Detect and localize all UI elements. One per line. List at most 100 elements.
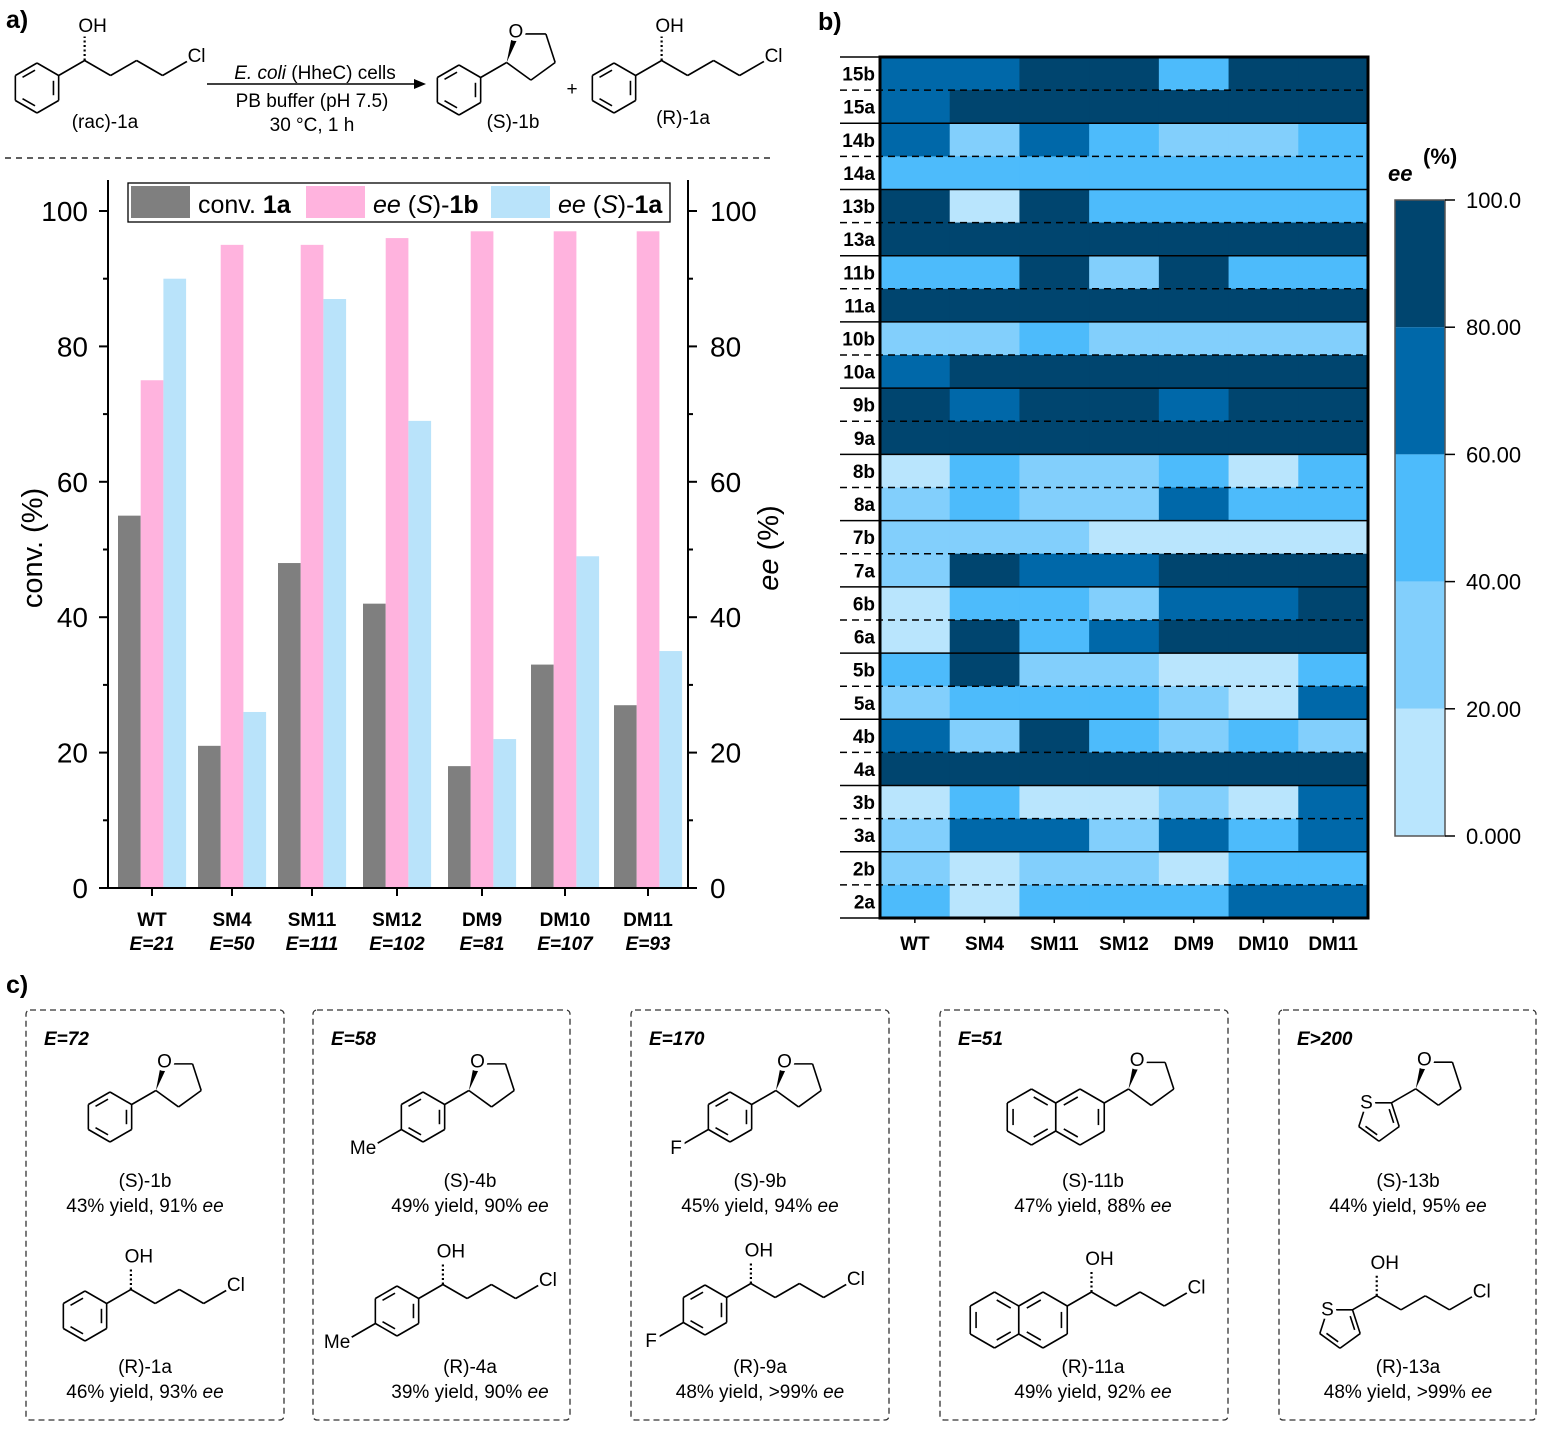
bond <box>1390 1102 1400 1127</box>
heatmap-cell-8b-SM11 <box>1019 454 1090 488</box>
heatmap-cell-11b-SM4 <box>949 255 1020 290</box>
bond <box>396 1322 420 1337</box>
bond <box>1388 1108 1395 1124</box>
arrow-head <box>414 79 426 89</box>
bond <box>1079 1088 1105 1104</box>
substrate-card-3: E=51 O (S)-11b 47% yield, 88% ee OH Cl (R)-11a… <box>939 1009 1229 1421</box>
heatmap-cell-10b-WT <box>880 321 951 356</box>
heatmap-cell-15b-DM11 <box>1298 57 1369 91</box>
heatmap-cell-6a-SM11 <box>1019 619 1090 654</box>
bond <box>1079 1130 1105 1146</box>
colorbar-tick-label: 0.000 <box>1466 824 1521 849</box>
x-tick-label: DM10 <box>540 910 591 931</box>
bond <box>178 1288 205 1305</box>
heatmap-row-label: 7b <box>853 528 875 549</box>
heatmap-cell-2b-DM11 <box>1298 851 1369 886</box>
heatmap-cell-11a-DM9 <box>1158 288 1230 323</box>
panel-c-substrate-scope: E=72 O (S)-1b 43% yield, 91% ee OH Cl (R)-1a 46… <box>25 1009 1537 1421</box>
heatmap-cell-3b-SM12 <box>1089 785 1160 820</box>
bond <box>458 101 482 116</box>
bond <box>1400 1295 1426 1311</box>
bond <box>704 1321 728 1336</box>
heatmap-cell-10b-DM10 <box>1228 321 1299 356</box>
bond <box>996 1299 1012 1309</box>
product-label: (S)-4b <box>444 1171 497 1192</box>
bond <box>690 1319 704 1329</box>
bond <box>1018 1291 1044 1307</box>
bond <box>84 1327 108 1342</box>
heatmap-cell-15a-DM9 <box>1158 90 1230 124</box>
substrate-label: (rac)-1a <box>72 112 139 133</box>
heatmap-row-label: 8b <box>853 462 875 483</box>
heatmap-cell-13a-DM11 <box>1298 222 1369 257</box>
heatmap-cell-8a-DM9 <box>1158 487 1230 522</box>
bond <box>1006 1130 1032 1146</box>
heatmap-row-label: 7a <box>854 561 876 582</box>
x-tick-label: SM11 <box>288 910 337 931</box>
heatmap-cell-6b-DM11 <box>1298 586 1369 621</box>
y-tick-label-left: 0 <box>72 873 88 904</box>
heatmap-cell-13b-DM11 <box>1298 189 1369 224</box>
heatmap-cell-14b-SM12 <box>1089 123 1160 157</box>
bond <box>715 1126 729 1136</box>
x-sublabel-E-value: E=50 <box>210 934 255 955</box>
heatmap-cell-2b-SM11 <box>1019 851 1090 886</box>
bond <box>811 1063 822 1091</box>
bond <box>687 59 714 77</box>
heatmap-cell-7a-DM11 <box>1298 553 1369 588</box>
atom-label: O <box>470 1051 485 1072</box>
heatmap-cell-8a-DM11 <box>1298 487 1369 522</box>
remaining-label: (R)-11a <box>1062 1357 1125 1378</box>
heatmap-cell-14a-SM4 <box>949 156 1020 190</box>
heatmap-cell-8a-SM12 <box>1089 487 1160 522</box>
atom-label: OH <box>745 1241 774 1262</box>
product-yield-ee: 43% yield, 91% ee <box>66 1196 223 1217</box>
heatmap-cell-14a-DM11 <box>1298 156 1369 190</box>
bar-DM9-series0 <box>448 766 471 888</box>
bond <box>1437 1088 1462 1106</box>
heatmap-cell-4a-DM10 <box>1228 752 1299 787</box>
bond <box>798 1089 822 1108</box>
colorbar-unit: (%) <box>1423 144 1457 169</box>
remaining-label: (R)-1a <box>656 108 710 129</box>
heatmap-cell-11b-DM11 <box>1298 255 1369 290</box>
colorbar-band <box>1395 581 1445 709</box>
heatmap-cell-9a-SM11 <box>1019 421 1090 455</box>
x-tick-label: WT <box>137 910 167 931</box>
bond <box>1031 1130 1057 1146</box>
bond <box>690 1291 704 1301</box>
heatmap-column-label: DM10 <box>1238 934 1289 955</box>
bond <box>154 1288 180 1305</box>
bond <box>1042 1333 1068 1349</box>
heatmap-cell-13b-DM9 <box>1158 189 1230 224</box>
heatmap-cell-3b-DM10 <box>1228 785 1299 820</box>
remaining-alcohol-structure: OH Cl <box>969 1246 1209 1349</box>
bond <box>599 69 613 79</box>
bond <box>591 62 615 77</box>
heatmap-cell-6a-DM9 <box>1158 619 1230 654</box>
heatmap-cell-7a-DM10 <box>1228 553 1299 588</box>
heatmap-cell-6b-SM11 <box>1019 586 1090 621</box>
bond <box>1115 1291 1141 1307</box>
substrate-card-0: E=72 O (S)-1b 43% yield, 91% ee OH Cl (R)-1a 46… <box>25 1009 285 1421</box>
bond <box>70 1297 84 1307</box>
bond <box>1091 1291 1117 1307</box>
bond <box>22 69 36 79</box>
heatmap-cell-7a-WT <box>880 553 951 588</box>
ring <box>400 1091 446 1143</box>
bond <box>515 1283 541 1300</box>
heatmap-cell-14a-SM12 <box>1089 156 1160 190</box>
heatmap-cell-4a-SM4 <box>949 752 1020 787</box>
bond <box>162 59 189 77</box>
bar-DM9-series1 <box>470 231 494 888</box>
legend-box <box>127 182 671 223</box>
heatmap-cell-15b-SM11 <box>1019 57 1090 91</box>
heatmap-row-label: 10a <box>843 363 875 384</box>
bond <box>726 1282 752 1299</box>
heatmap-cell-7b-DM9 <box>1158 520 1230 555</box>
ring <box>87 1091 133 1143</box>
legend-swatch <box>306 186 365 218</box>
heatmap-cell-3b-DM11 <box>1298 785 1369 820</box>
colorbar-band <box>1395 200 1445 328</box>
